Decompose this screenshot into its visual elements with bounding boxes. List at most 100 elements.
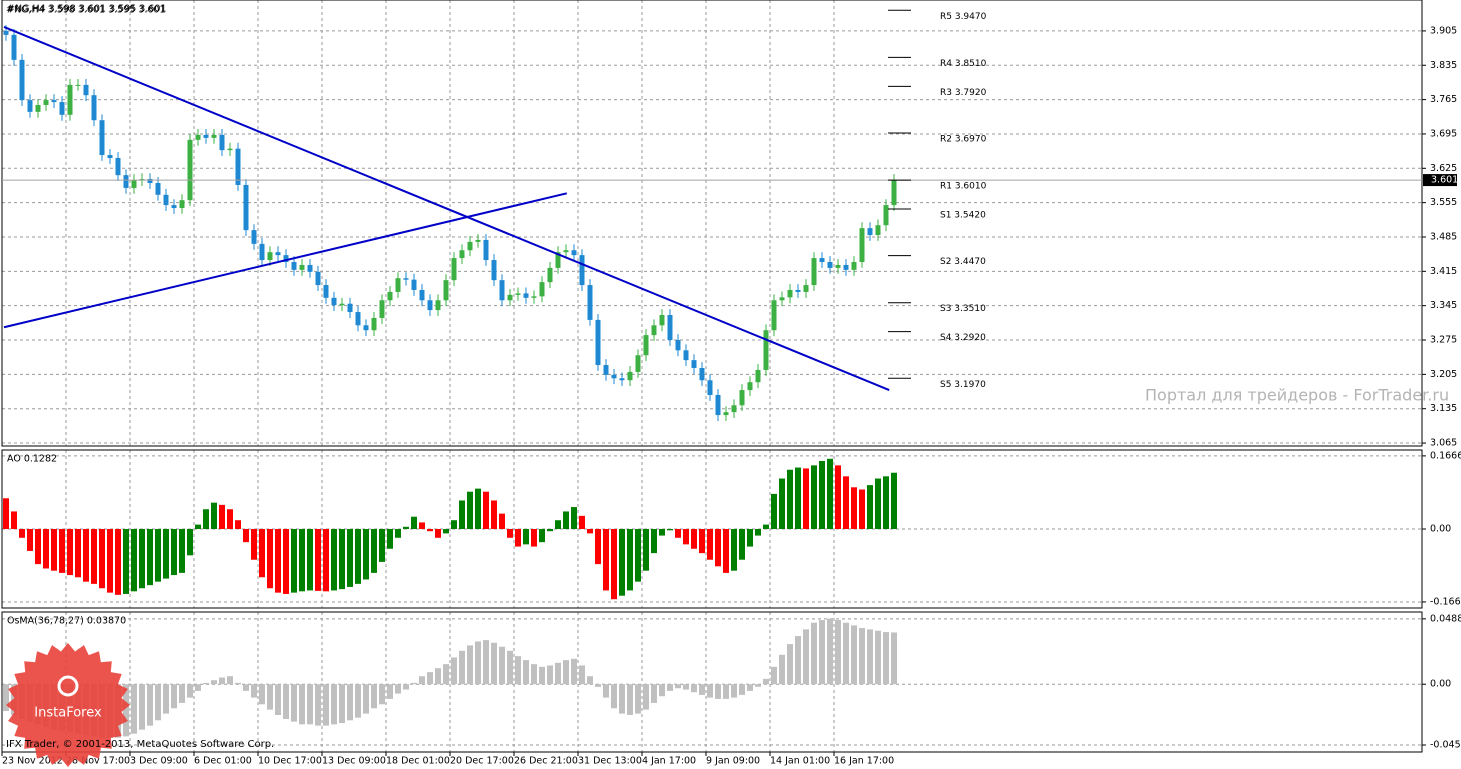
histogram-bar xyxy=(667,529,673,531)
histogram-bar xyxy=(843,622,849,685)
pivot-label: S2 3.4470 xyxy=(940,257,986,267)
histogram-bar xyxy=(251,529,257,560)
candle-body xyxy=(19,59,25,101)
candle-body xyxy=(179,200,185,209)
histogram-bar xyxy=(699,684,705,695)
histogram-bar xyxy=(467,491,473,529)
candle-body xyxy=(699,367,705,381)
y-tick-label: 0.04887 xyxy=(1430,613,1461,624)
histogram-bar xyxy=(755,529,761,536)
histogram-bar xyxy=(763,678,769,685)
candle-body xyxy=(667,314,673,341)
candle-body xyxy=(859,228,865,263)
histogram-bar xyxy=(235,520,241,529)
candle-body xyxy=(379,300,385,318)
histogram-bar xyxy=(139,684,145,730)
histogram-bar xyxy=(547,529,553,532)
histogram-bar xyxy=(419,676,425,685)
histogram-bar xyxy=(627,529,633,591)
y-tick-label: 3.065 xyxy=(1430,438,1457,449)
histogram-bar xyxy=(563,511,569,529)
histogram-bar xyxy=(723,684,729,699)
histogram-bar xyxy=(307,529,313,591)
candle-body xyxy=(483,239,489,261)
histogram-bar xyxy=(347,529,353,587)
histogram-bar xyxy=(387,684,393,699)
x-tick-label: 28 Nov 17:00 xyxy=(66,756,130,767)
histogram-bar xyxy=(147,684,153,726)
candle-body xyxy=(795,289,801,292)
trendline xyxy=(3,192,568,329)
histogram-bar xyxy=(875,478,881,529)
panel-title: #NG,H4 3.598 3.601 3.595 3.601 xyxy=(7,4,167,15)
histogram-bar xyxy=(819,460,825,529)
candle-body xyxy=(195,134,201,140)
histogram-bar xyxy=(883,632,889,685)
histogram-bar xyxy=(635,529,641,582)
histogram-bar xyxy=(539,529,545,543)
histogram-bar xyxy=(611,684,617,709)
histogram-bar xyxy=(355,684,361,718)
candle-body xyxy=(323,285,329,298)
histogram-bar xyxy=(491,500,497,529)
histogram-bar xyxy=(427,672,433,685)
histogram-bar xyxy=(595,529,601,565)
x-tick-label: 13 Dec 09:00 xyxy=(322,756,386,767)
histogram-bar xyxy=(451,520,457,529)
histogram-bar xyxy=(443,664,449,685)
histogram-bar xyxy=(819,620,825,685)
histogram-bar xyxy=(851,625,857,685)
candle-body xyxy=(363,325,369,331)
histogram-bar xyxy=(331,684,337,725)
candle-body xyxy=(683,350,689,361)
candle-body xyxy=(643,335,649,356)
histogram-bar xyxy=(163,684,169,714)
candle-body xyxy=(467,241,473,251)
histogram-bar xyxy=(507,650,513,685)
histogram-bar xyxy=(219,504,225,529)
histogram-bar xyxy=(555,662,561,685)
histogram-bar xyxy=(811,622,817,685)
y-tick-label: 0.00 xyxy=(1430,524,1451,535)
candle-body xyxy=(627,371,633,381)
histogram-bar xyxy=(643,529,649,571)
histogram-bar xyxy=(139,529,145,589)
candle-body xyxy=(547,267,553,283)
last-price-label: 3.601 xyxy=(1431,175,1458,186)
histogram-bar xyxy=(779,654,785,685)
histogram-bar xyxy=(371,684,377,709)
histogram-bar xyxy=(363,684,369,714)
chart-title: #NG,H4 3.598 3.601 3.595 3.601 xyxy=(6,5,166,16)
histogram-bar xyxy=(499,646,505,685)
candle-body xyxy=(75,84,81,86)
x-tick-label: 18 Dec 01:00 xyxy=(386,756,450,767)
histogram-bar xyxy=(451,657,457,685)
histogram-bar xyxy=(779,478,785,529)
histogram-bar xyxy=(643,684,649,710)
histogram-bar xyxy=(475,488,481,529)
candle-body xyxy=(691,360,697,368)
candle-body xyxy=(603,365,609,375)
candle-body xyxy=(259,243,265,261)
candle-body xyxy=(99,120,105,156)
histogram-bar xyxy=(347,684,353,721)
candle-body xyxy=(451,258,457,281)
candle-body xyxy=(811,258,817,286)
candle-body xyxy=(283,255,289,263)
histogram-bar xyxy=(235,682,241,685)
histogram-bar xyxy=(755,684,761,687)
histogram-bar xyxy=(267,529,273,589)
histogram-bar xyxy=(283,684,289,719)
histogram-bar xyxy=(467,645,473,685)
histogram-bar xyxy=(763,524,769,529)
x-tick-label: 23 Nov 2012 xyxy=(2,756,63,767)
y-tick-label: 3.765 xyxy=(1430,94,1457,105)
histogram-bar xyxy=(707,529,713,560)
candle-body xyxy=(347,303,353,313)
histogram-bar xyxy=(699,529,705,554)
histogram-bar xyxy=(395,529,401,538)
histogram-bar xyxy=(355,529,361,584)
candle-body xyxy=(827,262,833,268)
histogram-bar xyxy=(123,529,129,594)
